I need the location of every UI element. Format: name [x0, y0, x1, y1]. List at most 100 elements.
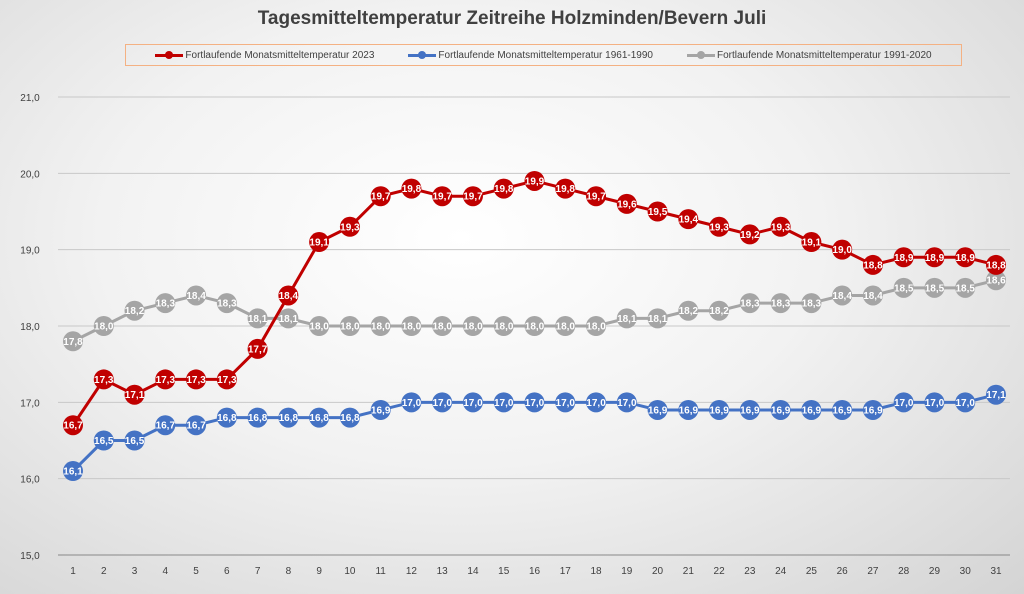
- data-label: 18,4: [186, 291, 206, 302]
- x-tick-label: 27: [867, 566, 879, 577]
- data-label: 16,9: [648, 405, 668, 416]
- data-point: [893, 277, 914, 298]
- data-label: 19,8: [556, 184, 576, 195]
- data-label: 17,0: [463, 398, 483, 409]
- data-point: [955, 247, 976, 268]
- x-tick-label: 4: [163, 566, 169, 577]
- legend-marker-icon: [408, 50, 437, 59]
- data-label: 16,9: [863, 405, 883, 416]
- data-label: 18,0: [494, 322, 514, 333]
- data-point: [616, 392, 637, 413]
- y-tick-label: 19,0: [20, 246, 40, 257]
- data-point: [709, 216, 730, 237]
- data-point: [124, 384, 145, 405]
- data-label: 18,4: [863, 291, 883, 302]
- data-label: 17,3: [156, 375, 176, 386]
- data-point: [186, 415, 207, 436]
- data-label: 18,0: [94, 322, 114, 333]
- data-label: 16,7: [63, 421, 83, 432]
- data-label: 19,3: [340, 222, 360, 233]
- data-point: [770, 399, 791, 420]
- data-point: [278, 308, 299, 329]
- x-tick-label: 12: [406, 566, 418, 577]
- data-label: 16,9: [371, 405, 391, 416]
- data-point: [862, 399, 883, 420]
- data-point: [770, 293, 791, 314]
- data-point: [739, 399, 760, 420]
- x-tick-label: 14: [467, 566, 479, 577]
- data-point: [986, 384, 1006, 405]
- x-tick-label: 6: [224, 566, 230, 577]
- data-label: 16,9: [709, 405, 729, 416]
- data-point: [432, 316, 453, 336]
- data-label: 19,7: [371, 192, 391, 203]
- data-point: [893, 392, 914, 413]
- data-label: 16,8: [279, 413, 299, 424]
- x-tick-label: 17: [560, 566, 572, 577]
- data-label: 17,0: [494, 398, 514, 409]
- x-tick-label: 23: [744, 566, 756, 577]
- x-tick-label: 19: [621, 566, 633, 577]
- data-point: [647, 201, 668, 222]
- data-label: 19,5: [648, 207, 668, 218]
- data-label: 18,0: [402, 322, 422, 333]
- data-label: 18,3: [802, 299, 822, 310]
- x-tick-label: 29: [929, 566, 941, 577]
- data-point: [93, 369, 114, 390]
- data-label: 18,1: [617, 314, 637, 325]
- x-tick-label: 18: [590, 566, 602, 577]
- data-label: 18,1: [279, 314, 299, 325]
- legend-label: Fortlaufende Monatsmitteltemperatur 1961…: [438, 49, 653, 61]
- data-point: [709, 300, 730, 321]
- data-point: [401, 178, 422, 199]
- data-label: 19,6: [617, 199, 637, 210]
- data-point: [955, 392, 976, 413]
- data-label: 17,0: [402, 398, 422, 409]
- data-label: 17,0: [955, 398, 975, 409]
- data-point: [63, 415, 83, 436]
- legend-item-1991-2020: Fortlaufende Monatsmitteltemperatur 1991…: [687, 50, 932, 61]
- x-tick-label: 31: [990, 566, 1002, 577]
- data-point: [339, 216, 360, 237]
- data-point: [247, 407, 268, 428]
- x-tick-label: 8: [286, 566, 292, 577]
- data-label: 17,7: [248, 344, 268, 355]
- data-point: [555, 316, 576, 336]
- data-point: [462, 392, 483, 413]
- data-point: [339, 316, 360, 336]
- data-label: 19,2: [740, 230, 760, 241]
- data-label: 17,0: [432, 398, 452, 409]
- data-label: 18,0: [586, 322, 606, 333]
- data-point: [493, 316, 514, 336]
- data-point: [124, 300, 145, 321]
- data-label: 18,0: [371, 322, 391, 333]
- data-point: [432, 186, 453, 207]
- data-point: [955, 277, 976, 298]
- x-tick-label: 13: [437, 566, 449, 577]
- data-label: 18,0: [432, 322, 452, 333]
- x-tick-label: 24: [775, 566, 787, 577]
- data-point: [893, 247, 914, 268]
- data-point: [278, 285, 299, 306]
- data-label: 16,8: [248, 413, 268, 424]
- data-label: 18,0: [309, 322, 329, 333]
- data-label: 17,0: [925, 398, 945, 409]
- data-label: 19,7: [586, 192, 606, 203]
- data-label: 17,0: [525, 398, 545, 409]
- legend-marker-icon: [687, 50, 715, 59]
- data-label: 16,9: [832, 405, 852, 416]
- data-point: [155, 369, 176, 390]
- data-label: 18,9: [925, 253, 945, 264]
- data-point: [678, 300, 699, 321]
- data-label: 16,9: [771, 405, 791, 416]
- data-label: 19,4: [679, 215, 699, 226]
- data-point: [986, 254, 1006, 275]
- data-point: [370, 186, 391, 207]
- data-point: [555, 392, 576, 413]
- data-label: 17,1: [125, 390, 145, 401]
- data-point: [432, 392, 453, 413]
- data-label: 16,8: [340, 413, 360, 424]
- data-point: [493, 178, 514, 199]
- x-tick-label: 25: [806, 566, 818, 577]
